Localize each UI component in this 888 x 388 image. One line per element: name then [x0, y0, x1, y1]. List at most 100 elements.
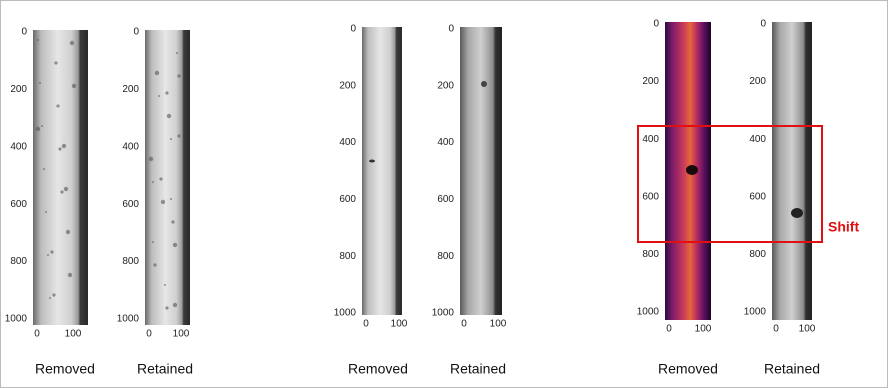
speck	[176, 52, 178, 54]
y-tick-label: 400	[339, 137, 356, 148]
y-tick-label: 200	[10, 84, 27, 95]
speck	[173, 303, 177, 307]
speck	[45, 211, 47, 213]
speck	[165, 306, 168, 309]
caption: Removed	[658, 361, 718, 377]
caption: Retained	[764, 361, 820, 377]
speck	[170, 198, 172, 200]
speck	[66, 230, 70, 234]
speck	[72, 84, 76, 88]
y-tick-label: 600	[10, 199, 27, 210]
speck	[173, 243, 177, 247]
speck	[164, 284, 166, 286]
x-tick-label: 100	[391, 319, 408, 330]
x-tick-label: 0	[34, 329, 40, 340]
speck	[60, 190, 63, 193]
caption: Removed	[348, 361, 408, 377]
speck	[62, 144, 66, 148]
y-tick-label: 800	[10, 256, 27, 267]
x-tick-label: 0	[773, 324, 779, 335]
y-tick-label: 200	[122, 84, 139, 95]
y-tick-label: 1000	[117, 314, 140, 325]
y-tick-label: 1000	[5, 314, 28, 325]
image	[772, 22, 812, 320]
defect	[369, 160, 375, 163]
y-tick-label: 800	[437, 251, 454, 262]
y-tick-label: 600	[749, 191, 766, 202]
y-tick-label: 0	[760, 19, 766, 30]
x-tick-label: 100	[695, 324, 712, 335]
speck	[171, 220, 174, 223]
speck	[152, 241, 154, 243]
y-tick-label: 400	[642, 134, 659, 145]
y-tick-label: 400	[10, 141, 27, 152]
annotation: Shift	[828, 219, 859, 235]
y-tick-label: 200	[437, 80, 454, 91]
image	[33, 30, 88, 325]
x-tick-label: 0	[666, 324, 672, 335]
speck	[58, 147, 61, 150]
y-tick-label: 400	[122, 141, 139, 152]
speck	[158, 95, 160, 97]
x-tick-label: 100	[65, 329, 82, 340]
x-tick-label: 100	[799, 324, 816, 335]
y-tick-label: 600	[642, 191, 659, 202]
speck	[47, 254, 49, 256]
y-tick-label: 0	[21, 27, 27, 38]
caption: Removed	[35, 361, 95, 377]
y-tick-label: 0	[350, 24, 356, 35]
y-tick-label: 800	[339, 251, 356, 262]
speck	[177, 134, 180, 137]
y-tick-label: 0	[448, 24, 454, 35]
y-tick-label: 1000	[637, 307, 660, 318]
image	[145, 30, 190, 325]
speck	[177, 74, 180, 77]
speck	[49, 297, 51, 299]
speck	[170, 138, 172, 140]
y-tick-label: 200	[339, 80, 356, 91]
defect	[481, 81, 487, 87]
y-tick-label: 200	[642, 76, 659, 87]
speck	[165, 91, 168, 94]
y-tick-label: 800	[749, 249, 766, 260]
speck	[159, 177, 162, 180]
speck	[50, 250, 53, 253]
speck	[155, 71, 159, 75]
image	[460, 27, 502, 315]
speck	[152, 181, 154, 183]
y-tick-label: 1000	[334, 308, 357, 319]
x-tick-label: 0	[363, 319, 369, 330]
speck	[161, 200, 165, 204]
speck	[153, 263, 156, 266]
y-tick-label: 1000	[744, 307, 767, 318]
defect	[686, 165, 698, 175]
speck	[70, 41, 74, 45]
caption: Retained	[137, 361, 193, 377]
y-tick-label: 600	[339, 194, 356, 205]
speck	[68, 273, 72, 277]
y-tick-label: 800	[122, 256, 139, 267]
y-tick-label: 200	[749, 76, 766, 87]
y-tick-label: 600	[122, 199, 139, 210]
y-tick-label: 800	[642, 249, 659, 260]
speck	[43, 168, 45, 170]
y-tick-label: 400	[437, 137, 454, 148]
speck	[52, 293, 55, 296]
y-tick-label: 400	[749, 134, 766, 145]
x-tick-label: 0	[146, 329, 152, 340]
image	[362, 27, 402, 315]
y-tick-label: 0	[133, 27, 139, 38]
speck	[64, 187, 68, 191]
speck	[39, 82, 41, 84]
caption: Retained	[450, 361, 506, 377]
speck	[41, 125, 43, 127]
x-tick-label: 100	[490, 319, 507, 330]
speck	[56, 104, 59, 107]
y-tick-label: 600	[437, 194, 454, 205]
x-tick-label: 100	[173, 329, 190, 340]
speck	[37, 39, 39, 41]
speck	[167, 114, 171, 118]
y-tick-label: 0	[653, 19, 659, 30]
speck	[149, 157, 153, 161]
speck	[36, 127, 40, 131]
